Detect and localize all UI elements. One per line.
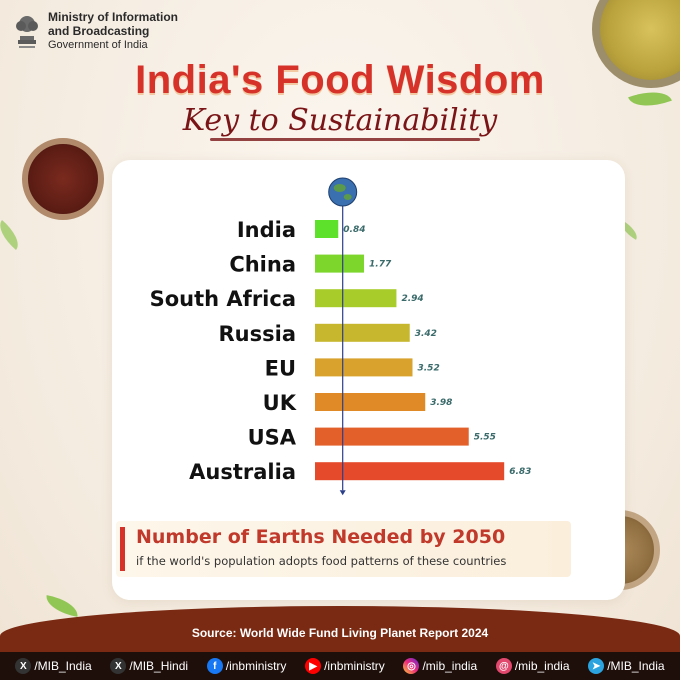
x-icon: X [15, 658, 32, 674]
social-link-instagram[interactable]: ◎ /mib_india [403, 658, 477, 674]
note-accent-bar [120, 527, 125, 571]
page-subtitle: Key to Sustainability [182, 103, 498, 138]
ministry-header: Ministry of Information and Broadcasting… [14, 10, 178, 52]
category-label: China [229, 253, 296, 277]
social-link-youtube[interactable]: ▶ /inbministry [305, 658, 385, 674]
ragi-bowl-image [22, 138, 104, 220]
youtube-icon: ▶ [305, 658, 322, 674]
globe-land [333, 184, 346, 192]
category-label: USA [248, 426, 297, 450]
category-label: South Africa [150, 287, 296, 311]
social-link-x-hindi[interactable]: X /MIB_Hindi [110, 658, 188, 674]
value-label: 3.42 [415, 329, 437, 339]
category-label: Australia [189, 460, 296, 484]
page-title: India's Food Wisdom [135, 58, 545, 102]
value-label: 1.77 [369, 260, 392, 270]
social-handle: /MIB_Hindi [129, 659, 189, 673]
social-link-telegram[interactable]: ➤ /MIB_India [588, 658, 665, 674]
bar-russia [315, 323, 410, 342]
social-link-threads[interactable]: @ /mib_india [495, 658, 570, 674]
value-label: 6.83 [509, 467, 531, 477]
telegram-icon: ➤ [588, 658, 605, 674]
threads-icon: @ [495, 658, 512, 674]
value-label: 5.55 [474, 433, 496, 443]
note-title: Number of Earths Needed by 2050 [136, 526, 506, 548]
social-bar: X /MIB_India X /MIB_Hindi f /inbministry… [0, 652, 680, 680]
social-link-x-india[interactable]: X /MIB_India [15, 658, 92, 674]
category-label: Russia [219, 322, 297, 346]
social-handle: /mib_india [514, 659, 570, 673]
category-label: UK [263, 391, 297, 415]
source-band [0, 606, 680, 652]
bar-south-africa [315, 289, 397, 308]
category-label: India [237, 218, 296, 242]
social-handle: /inbministry [324, 659, 385, 673]
social-handle: /MIB_India [607, 659, 665, 673]
social-handle: /mib_india [422, 659, 478, 673]
bar-eu [315, 358, 413, 377]
bar-uk [315, 393, 426, 411]
social-handle: /inbministry [225, 659, 287, 673]
bar-india [315, 220, 339, 238]
instagram-icon: ◎ [403, 658, 420, 674]
value-label: 3.98 [430, 398, 452, 408]
subtitle-underline [210, 138, 480, 141]
globe-land [343, 194, 352, 200]
note-subtitle: if the world's population adopts food pa… [136, 554, 507, 568]
value-label: 0.84 [343, 225, 365, 235]
chart-note: Number of Earths Needed by 2050 if the w… [116, 521, 571, 577]
x-icon: X [110, 658, 127, 674]
ministry-name-line1: Ministry of Information [48, 10, 178, 24]
bar-china [315, 254, 365, 273]
social-handle: /MIB_India [34, 659, 92, 673]
bar-chart: India 0.84 China 1.77 South Africa 2.94 Russia… [150, 177, 531, 496]
bar-australia [315, 462, 505, 481]
globe-outline [328, 177, 358, 207]
value-label: 2.94 [401, 294, 423, 304]
facebook-icon: f [206, 658, 223, 674]
government-label: Government of India [48, 39, 148, 51]
social-link-facebook[interactable]: f /inbministry [206, 658, 287, 674]
ministry-name-line2: and Broadcasting [48, 24, 150, 38]
reference-arrow [339, 490, 346, 496]
national-emblem-icon [16, 16, 38, 48]
category-label: EU [265, 356, 296, 380]
bar-usa [315, 427, 469, 446]
source-citation: Source: World Wide Fund Living Planet Re… [191, 626, 489, 640]
value-label: 3.52 [418, 363, 440, 373]
